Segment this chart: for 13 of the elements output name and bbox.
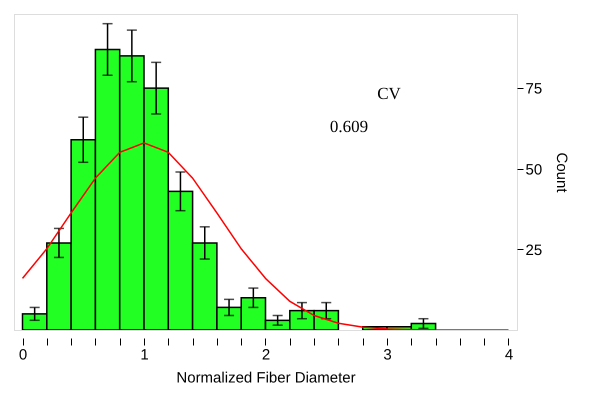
y-axis-title: Count bbox=[553, 152, 570, 194]
x-tick-label: 4 bbox=[504, 346, 514, 364]
x-tick-label: 2 bbox=[262, 346, 270, 364]
x-tick-label: 0 bbox=[18, 346, 28, 364]
y-tick-label: 25 bbox=[526, 242, 542, 259]
x-tick-label: 3 bbox=[383, 346, 392, 364]
annotation: 0.609 bbox=[330, 117, 368, 136]
x-tick-label: 1 bbox=[140, 346, 149, 364]
y-tick-label: 75 bbox=[526, 80, 542, 98]
x-axis-title: Normalized Fiber Diameter bbox=[176, 370, 356, 386]
line-series bbox=[22, 142, 510, 330]
y-tick-label: 50 bbox=[526, 161, 542, 178]
annotation: CV bbox=[377, 84, 402, 103]
